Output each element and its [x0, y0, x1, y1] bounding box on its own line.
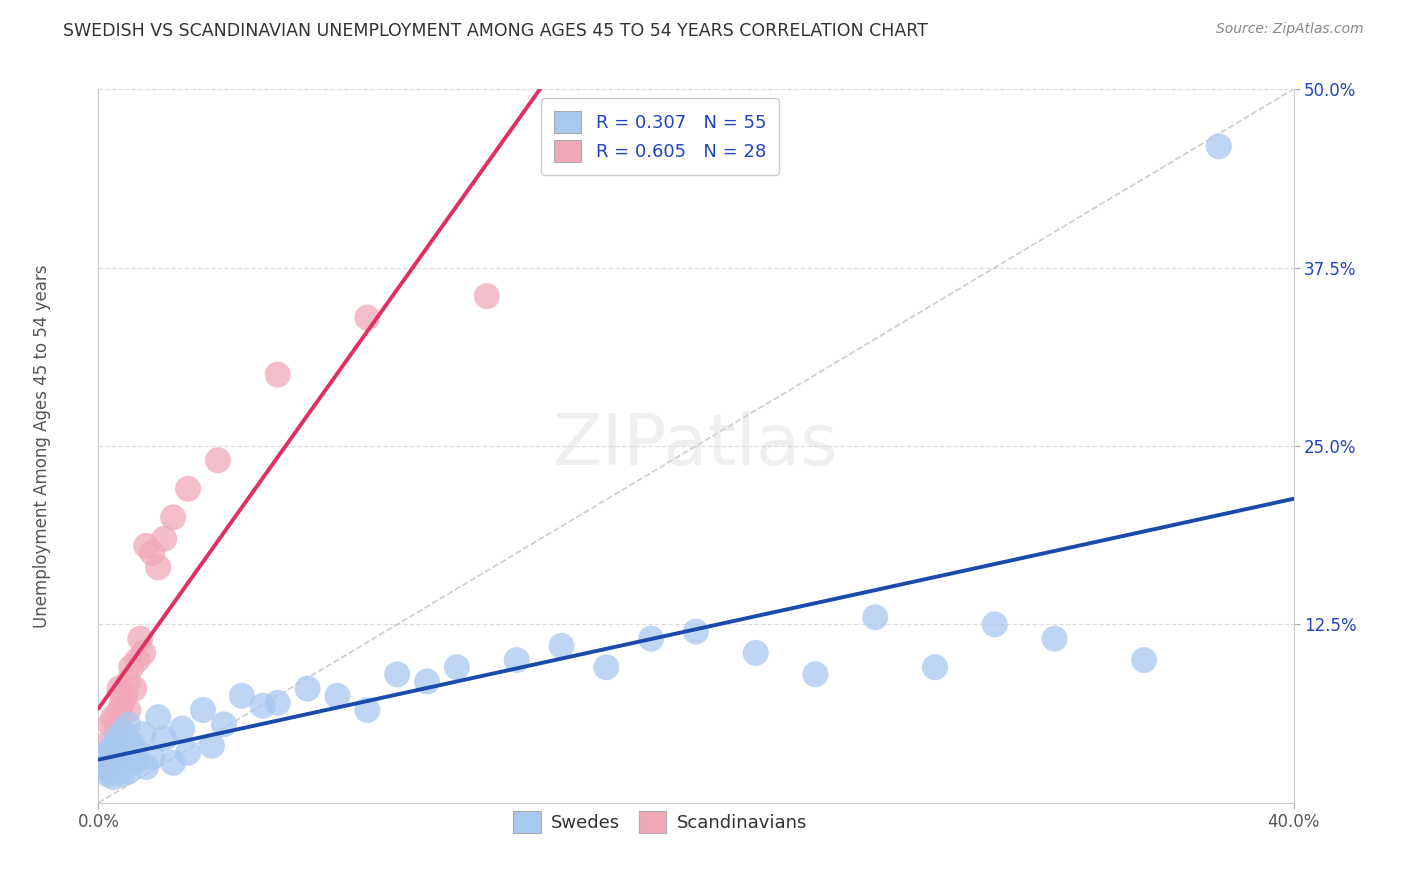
Point	[148, 560, 170, 574]
Point	[124, 681, 146, 696]
Point	[132, 646, 155, 660]
Text: Unemployment Among Ages 45 to 54 years: Unemployment Among Ages 45 to 54 years	[34, 264, 51, 628]
Point	[135, 539, 157, 553]
Point	[132, 727, 155, 741]
Point	[103, 739, 125, 753]
Point	[98, 717, 122, 731]
Point	[93, 739, 115, 753]
Point	[1208, 139, 1230, 153]
Point	[212, 717, 235, 731]
Point	[111, 724, 134, 739]
Point	[201, 739, 224, 753]
Point	[326, 689, 349, 703]
Point	[153, 731, 176, 746]
Point	[98, 756, 122, 770]
Point	[356, 310, 378, 325]
Point	[108, 681, 131, 696]
Point	[162, 510, 184, 524]
Point	[114, 756, 136, 770]
Point	[1133, 653, 1156, 667]
Point	[108, 741, 131, 756]
Point	[129, 632, 152, 646]
Point	[103, 710, 125, 724]
Point	[207, 453, 229, 467]
Legend: Swedes, Scandinavians: Swedes, Scandinavians	[502, 800, 818, 844]
Point	[267, 696, 290, 710]
Point	[105, 731, 128, 746]
Text: Source: ZipAtlas.com: Source: ZipAtlas.com	[1216, 22, 1364, 37]
Point	[114, 746, 136, 760]
Point	[105, 750, 128, 764]
Point	[297, 681, 319, 696]
Point	[98, 764, 122, 779]
Point	[108, 703, 131, 717]
Point	[595, 660, 617, 674]
Point	[117, 717, 139, 731]
Point	[267, 368, 290, 382]
Point	[96, 746, 118, 760]
Point	[446, 660, 468, 674]
Point	[135, 760, 157, 774]
Point	[252, 698, 274, 713]
Point	[114, 689, 136, 703]
Point	[177, 482, 200, 496]
Point	[1043, 632, 1066, 646]
Point	[640, 632, 662, 646]
Point	[117, 674, 139, 689]
Point	[103, 770, 125, 784]
Point	[96, 767, 118, 781]
Text: SWEDISH VS SCANDINAVIAN UNEMPLOYMENT AMONG AGES 45 TO 54 YEARS CORRELATION CHART: SWEDISH VS SCANDINAVIAN UNEMPLOYMENT AMO…	[63, 22, 928, 40]
Point	[924, 660, 946, 674]
Point	[550, 639, 572, 653]
Point	[105, 724, 128, 739]
Point	[117, 764, 139, 779]
Point	[124, 741, 146, 756]
Point	[804, 667, 827, 681]
Point	[103, 746, 125, 760]
Point	[111, 696, 134, 710]
Point	[93, 753, 115, 767]
Point	[745, 646, 768, 660]
Point	[506, 653, 529, 667]
Point	[475, 289, 498, 303]
Point	[120, 736, 142, 750]
Point	[120, 660, 142, 674]
Point	[177, 746, 200, 760]
Point	[90, 753, 112, 767]
Point	[162, 756, 184, 770]
Point	[103, 753, 125, 767]
Point	[385, 667, 409, 681]
Point	[127, 653, 149, 667]
Point	[90, 760, 112, 774]
Point	[865, 610, 887, 624]
Point	[172, 722, 194, 736]
Point	[141, 546, 163, 560]
Point	[356, 703, 378, 717]
Point	[231, 689, 253, 703]
Point	[685, 624, 707, 639]
Point	[96, 760, 118, 774]
Point	[117, 703, 139, 717]
Point	[141, 750, 163, 764]
Point	[111, 767, 134, 781]
Point	[148, 710, 170, 724]
Point	[127, 753, 149, 767]
Point	[416, 674, 439, 689]
Point	[984, 617, 1007, 632]
Text: ZIPatlas: ZIPatlas	[553, 411, 839, 481]
Point	[153, 532, 176, 546]
Point	[108, 760, 131, 774]
Point	[191, 703, 214, 717]
